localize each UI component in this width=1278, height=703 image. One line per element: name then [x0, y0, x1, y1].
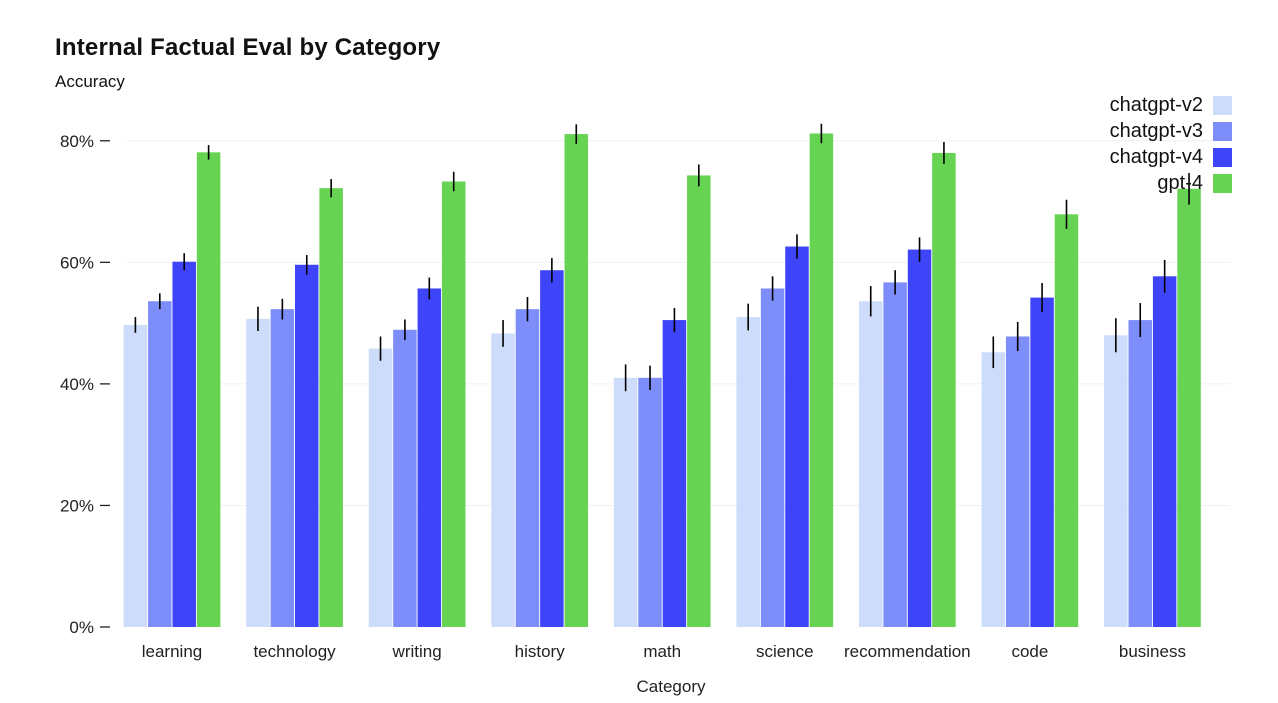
bar-chatgpt-v2-math [613, 377, 638, 627]
bar-chatgpt-v4-technology [295, 264, 319, 627]
legend-entry: gpt-4 [1110, 170, 1232, 196]
bar-chatgpt-v2-history [491, 333, 515, 627]
bar-chatgpt-v3-history [515, 309, 540, 627]
y-tick-label: 0% [69, 618, 94, 637]
x-axis-label: Category [637, 677, 706, 696]
x-tick-label: math [643, 642, 681, 661]
bar-chatgpt-v4-business [1152, 276, 1177, 627]
legend-swatch [1213, 173, 1232, 193]
bar-gpt-4-technology [319, 188, 343, 627]
bar-gpt-4-writing [441, 181, 466, 627]
chart-subtitle: Accuracy [55, 72, 125, 91]
bar-chatgpt-v3-technology [270, 309, 295, 627]
bar-gpt-4-history [564, 134, 589, 627]
bar-chatgpt-v3-science [760, 288, 785, 627]
legend-label: chatgpt-v3 [1109, 120, 1203, 142]
x-tick-label: writing [392, 642, 442, 661]
legend-label: chatgpt-v2 [1109, 94, 1203, 116]
legend: chatgpt-v2 chatgpt-v3 chatgpt-v4 gpt-4 [1110, 92, 1232, 196]
bar-chatgpt-v4-science [785, 246, 809, 627]
x-axis: learning technology writing history math scie… [142, 642, 1186, 661]
x-tick-label: science [756, 642, 814, 661]
bar-chatgpt-v4-code [1030, 297, 1054, 627]
legend-label: gpt-4 [1157, 172, 1203, 194]
bar-gpt-4-learning [196, 152, 221, 627]
bar-chatgpt-v3-business [1128, 320, 1152, 627]
bar-gpt-4-math [687, 175, 711, 627]
legend-swatch [1213, 95, 1232, 115]
x-tick-label: technology [253, 642, 336, 661]
bar-chatgpt-v4-learning [172, 261, 196, 627]
bar-chatgpt-v3-recommendation [883, 282, 907, 627]
bar-chatgpt-v3-writing [393, 329, 417, 627]
bar-chatgpt-v3-learning [148, 301, 172, 627]
y-tick-label: 20% [60, 496, 94, 515]
legend-entry: chatgpt-v4 [1110, 144, 1232, 170]
y-tick-label: 60% [60, 253, 94, 272]
bar-chatgpt-v3-code [1005, 336, 1030, 627]
bar-chatgpt-v4-history [540, 270, 564, 627]
bar-chatgpt-v2-business [1104, 335, 1128, 627]
bar-chatgpt-v2-learning [123, 324, 148, 627]
bar-chatgpt-v4-recommendation [907, 249, 932, 627]
x-tick-label: learning [142, 642, 203, 661]
bar-chatgpt-v2-writing [368, 348, 393, 627]
bar-chatgpt-v2-recommendation [858, 301, 883, 627]
bar-gpt-4-business [1177, 188, 1201, 627]
y-tick-label: 40% [60, 375, 94, 394]
bar-chatgpt-v4-math [662, 320, 687, 627]
chart-title: Internal Factual Eval by Category [55, 34, 441, 61]
legend-entry: chatgpt-v3 [1110, 118, 1232, 144]
bar-chatgpt-v2-code [981, 352, 1006, 627]
bar-gpt-4-code [1054, 214, 1079, 627]
y-axis: 0% 20% 40% 60% 80% [60, 132, 110, 637]
y-tick-label: 80% [60, 132, 94, 151]
x-tick-label: business [1119, 642, 1186, 661]
legend-entry: chatgpt-v2 [1110, 92, 1232, 118]
bar-chatgpt-v3-math [638, 377, 662, 627]
x-tick-label: code [1011, 642, 1048, 661]
x-tick-label: recommendation [844, 642, 971, 661]
bar-gpt-4-recommendation [932, 152, 956, 627]
bar-chatgpt-v4-writing [417, 288, 442, 627]
x-tick-label: history [515, 642, 566, 661]
error-bars [134, 123, 1190, 392]
legend-label: chatgpt-v4 [1109, 146, 1203, 168]
legend-swatch [1213, 121, 1232, 141]
bar-gpt-4-science [809, 133, 834, 628]
bars [123, 133, 1201, 628]
bar-chatgpt-v2-technology [246, 318, 270, 627]
bar-chatgpt-v2-science [736, 317, 760, 627]
legend-swatch [1213, 147, 1232, 167]
